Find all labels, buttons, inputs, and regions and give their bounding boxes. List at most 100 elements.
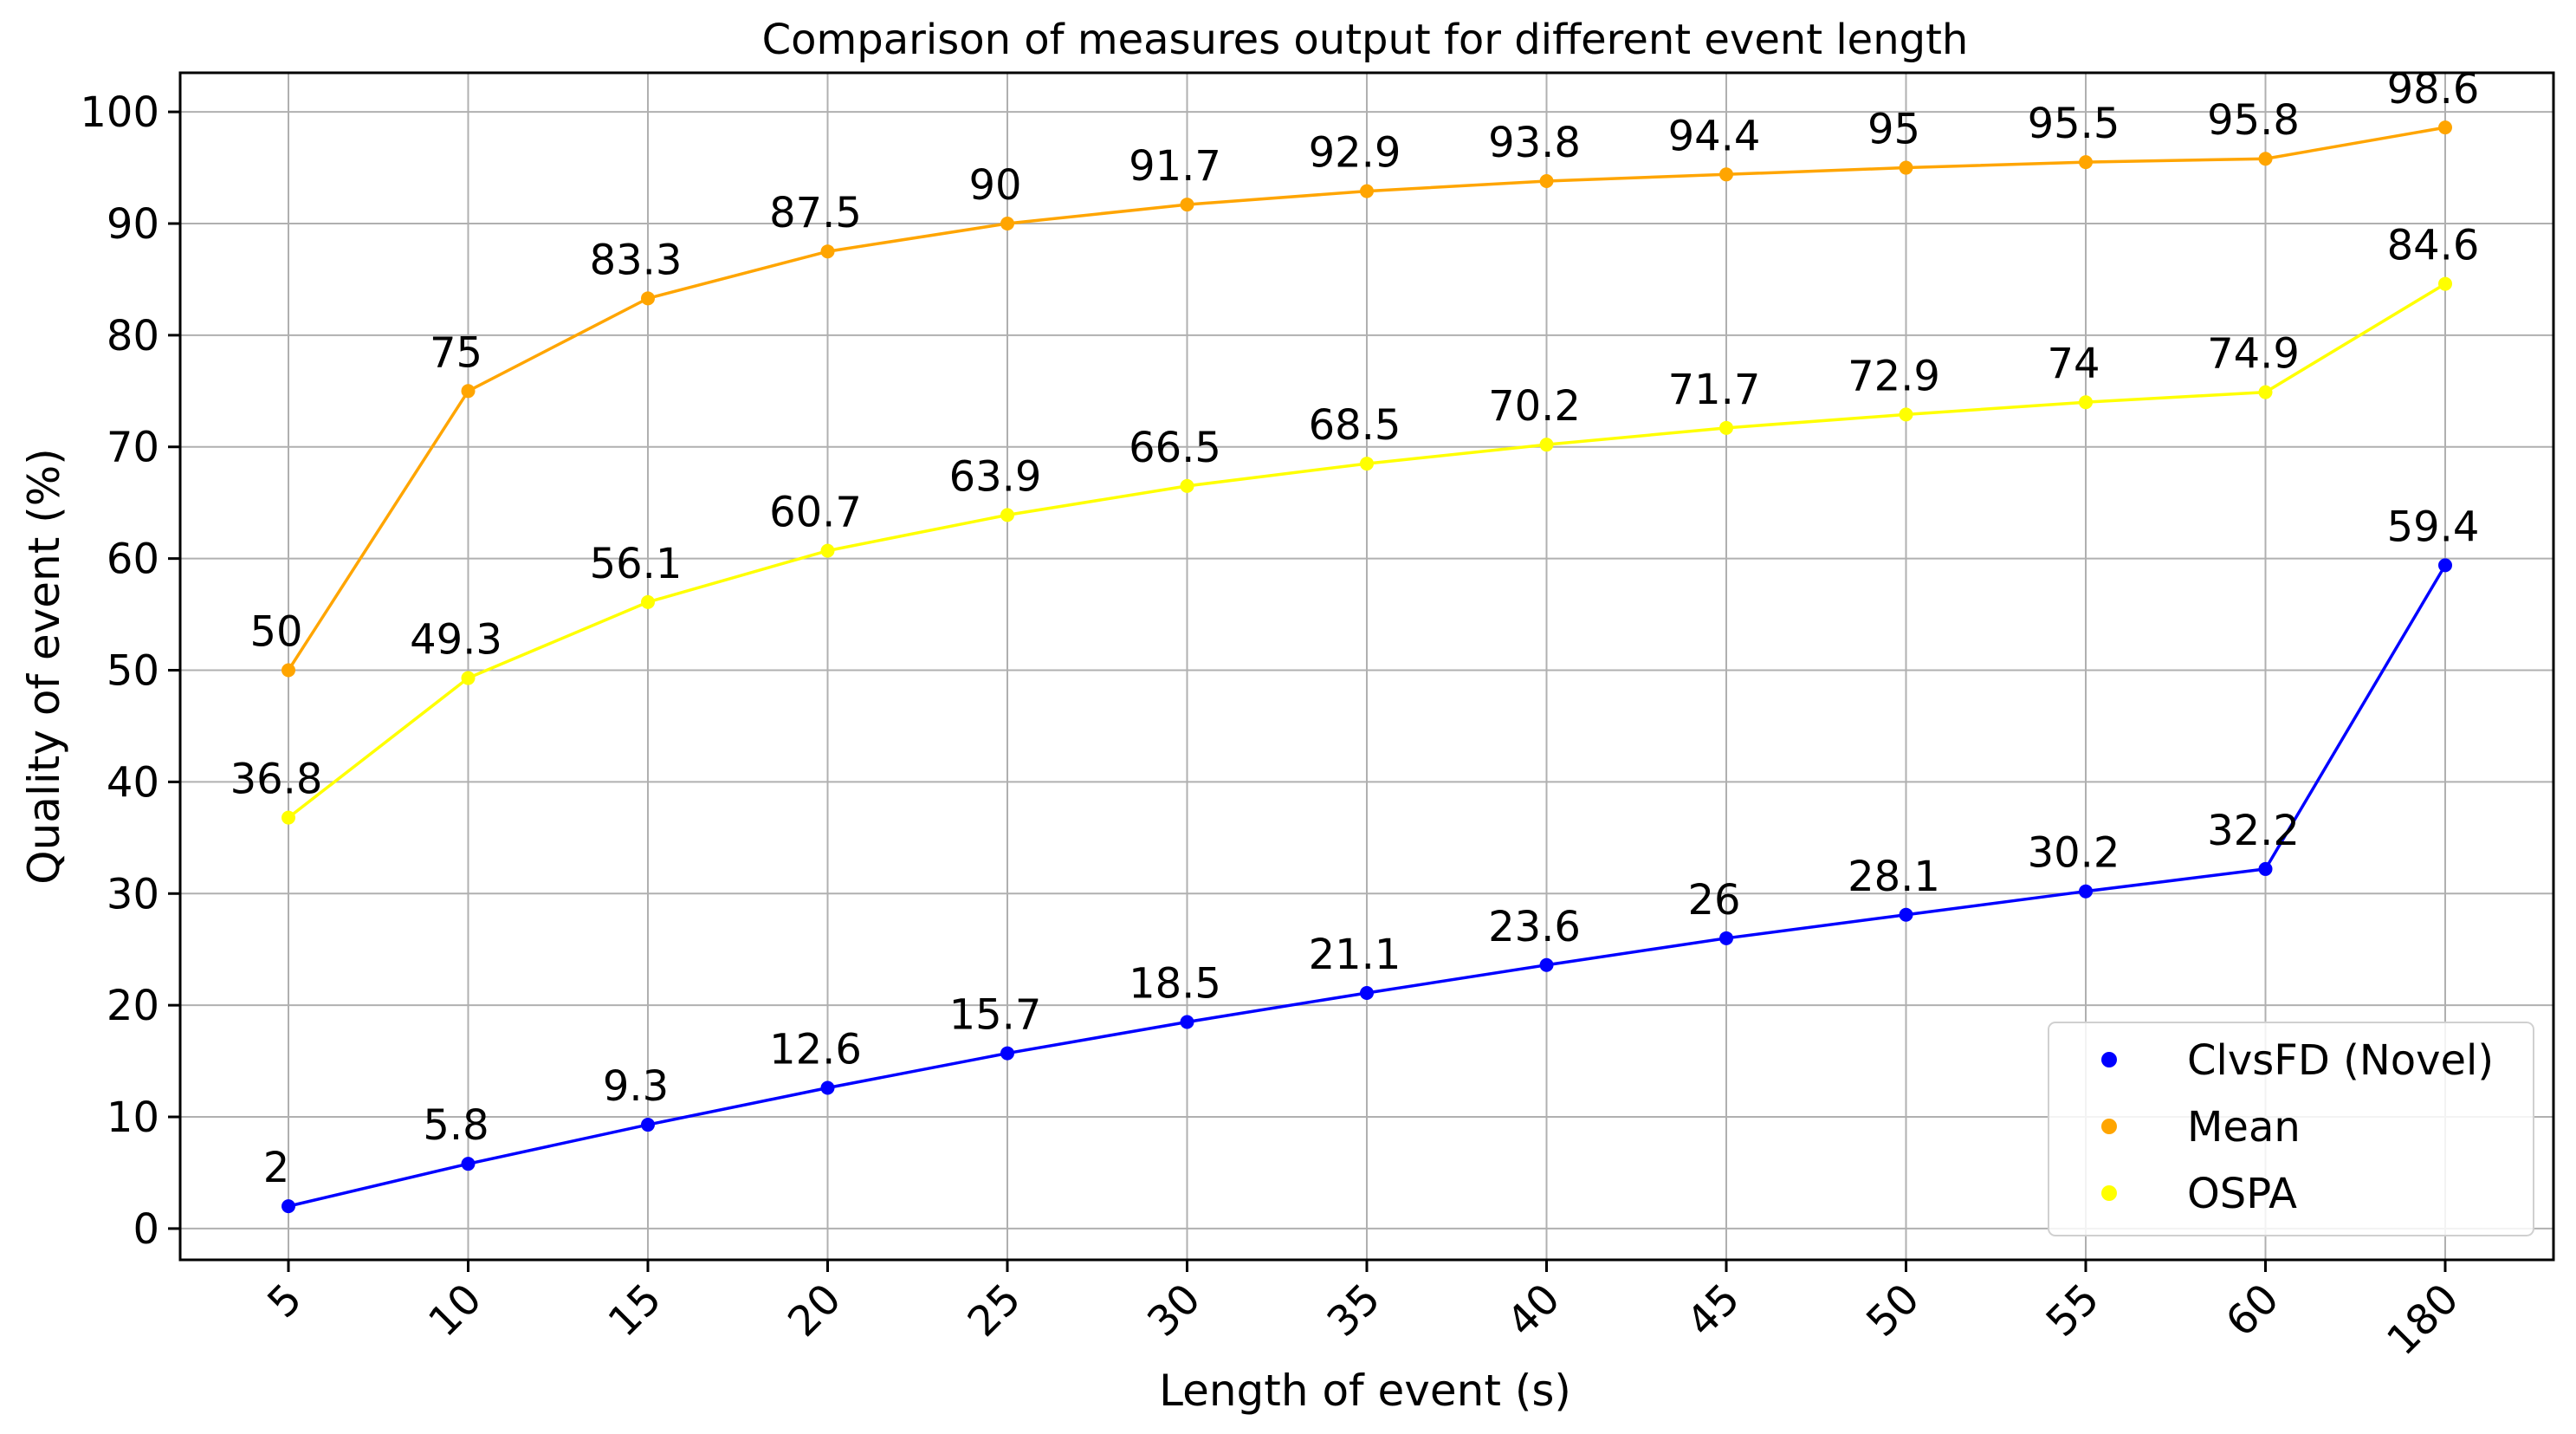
data-point xyxy=(1360,457,1374,471)
data-point xyxy=(1000,508,1014,522)
data-point xyxy=(1180,198,1194,212)
x-tick-label: 30 xyxy=(1138,1275,1210,1346)
data-label: 23.6 xyxy=(1488,903,1581,951)
x-tick-label: 50 xyxy=(1857,1275,1929,1346)
x-tick-label: 60 xyxy=(2217,1275,2288,1346)
data-point xyxy=(282,810,295,825)
data-point xyxy=(641,594,655,609)
data-point xyxy=(461,671,476,685)
data-point xyxy=(1719,931,1733,945)
data-label: 32.2 xyxy=(2207,807,2300,855)
data-label: 63.9 xyxy=(949,452,1042,501)
legend-label: OSPA xyxy=(2187,1170,2297,1218)
data-point xyxy=(2258,861,2273,876)
legend-marker xyxy=(2101,1119,2117,1134)
data-point xyxy=(2438,276,2452,291)
data-point xyxy=(641,1118,655,1132)
data-point xyxy=(2438,120,2452,135)
data-point xyxy=(2079,155,2093,170)
x-tick-label: 20 xyxy=(779,1275,851,1346)
data-point xyxy=(1719,420,1733,435)
data-point xyxy=(1899,160,1913,175)
data-label: 59.4 xyxy=(2387,503,2480,551)
data-point xyxy=(1360,985,1374,1000)
x-tick-label: 180 xyxy=(2378,1275,2468,1365)
data-label: 18.5 xyxy=(1129,959,1221,1008)
data-point xyxy=(1360,184,1374,198)
data-label: 56.1 xyxy=(590,540,683,588)
x-axis-ticks: 5 10 15 20 25 30 35 40 45 50 55 60 180 xyxy=(258,1260,2468,1365)
data-label: 5.8 xyxy=(423,1101,489,1150)
data-label: 12.6 xyxy=(769,1026,862,1074)
data-label: 30.2 xyxy=(2028,829,2120,878)
legend-box xyxy=(2048,1022,2534,1236)
data-label: 2 xyxy=(263,1144,290,1192)
x-tick-label: 35 xyxy=(1318,1275,1390,1346)
data-point xyxy=(1000,1046,1014,1061)
y-tick-label: 30 xyxy=(107,870,159,918)
x-tick-label: 40 xyxy=(1498,1275,1570,1346)
data-label: 91.7 xyxy=(1129,142,1221,191)
data-point xyxy=(820,1080,835,1095)
data-point xyxy=(461,384,476,399)
data-label: 94.4 xyxy=(1668,112,1761,160)
x-tick-label: 15 xyxy=(599,1275,671,1346)
data-label: 92.9 xyxy=(1309,129,1401,178)
data-point xyxy=(2258,152,2273,166)
data-label: 26 xyxy=(1687,876,1740,925)
data-point xyxy=(1180,478,1194,493)
data-label: 70.2 xyxy=(1488,382,1581,431)
data-label: 71.7 xyxy=(1668,366,1761,414)
y-tick-label: 0 xyxy=(133,1205,159,1254)
data-point xyxy=(1180,1015,1194,1029)
legend-marker xyxy=(2101,1052,2117,1067)
legend-label: ClvsFD (Novel) xyxy=(2187,1036,2494,1085)
data-label: 21.1 xyxy=(1309,931,1401,979)
data-label: 60.7 xyxy=(769,489,862,537)
data-label: 49.3 xyxy=(410,616,502,665)
chart-title: Comparison of measures output for differ… xyxy=(762,16,1969,64)
legend-marker xyxy=(2101,1185,2117,1201)
x-tick-label: 45 xyxy=(1678,1275,1750,1346)
data-label: 28.1 xyxy=(1848,853,1940,901)
data-point xyxy=(1539,957,1554,972)
y-tick-label: 90 xyxy=(107,200,159,249)
y-tick-label: 80 xyxy=(107,312,159,360)
data-point xyxy=(1899,407,1913,422)
y-tick-label: 100 xyxy=(80,88,159,137)
y-axis-ticks: 0 10 20 30 40 50 60 70 80 90 100 xyxy=(80,88,180,1254)
data-label: 74 xyxy=(2047,340,2100,388)
y-tick-label: 70 xyxy=(107,424,159,472)
data-label: 95.5 xyxy=(2028,100,2120,148)
data-point xyxy=(820,543,835,558)
data-point xyxy=(2079,395,2093,410)
y-tick-label: 10 xyxy=(107,1093,159,1142)
data-point xyxy=(461,1157,476,1171)
series-lines xyxy=(282,120,2452,1214)
data-label: 36.8 xyxy=(230,756,323,804)
x-tick-label: 10 xyxy=(419,1275,491,1346)
data-point xyxy=(1539,438,1554,452)
data-point xyxy=(282,663,295,678)
legend: ClvsFD (Novel) Mean OSPA xyxy=(2048,1022,2534,1236)
data-label: 83.3 xyxy=(590,236,683,284)
data-point xyxy=(282,1199,295,1214)
x-tick-label: 5 xyxy=(258,1275,311,1327)
y-axis-label: Quality of event (%) xyxy=(19,448,69,884)
data-label: 93.8 xyxy=(1488,119,1581,167)
data-label: 95.8 xyxy=(2207,96,2300,145)
data-point xyxy=(641,291,655,306)
y-tick-label: 20 xyxy=(107,982,159,1030)
data-label: 84.6 xyxy=(2387,222,2480,270)
data-point xyxy=(1000,216,1014,230)
data-label: 66.5 xyxy=(1129,424,1221,472)
y-tick-label: 40 xyxy=(107,758,159,807)
data-label: 68.5 xyxy=(1309,401,1401,450)
data-point xyxy=(1899,907,1913,922)
data-label: 9.3 xyxy=(603,1062,669,1111)
data-point xyxy=(2079,884,2093,899)
x-tick-label: 25 xyxy=(959,1275,1031,1346)
data-label: 15.7 xyxy=(949,991,1042,1040)
data-label: 95 xyxy=(1867,106,1920,154)
y-tick-label: 60 xyxy=(107,535,159,584)
